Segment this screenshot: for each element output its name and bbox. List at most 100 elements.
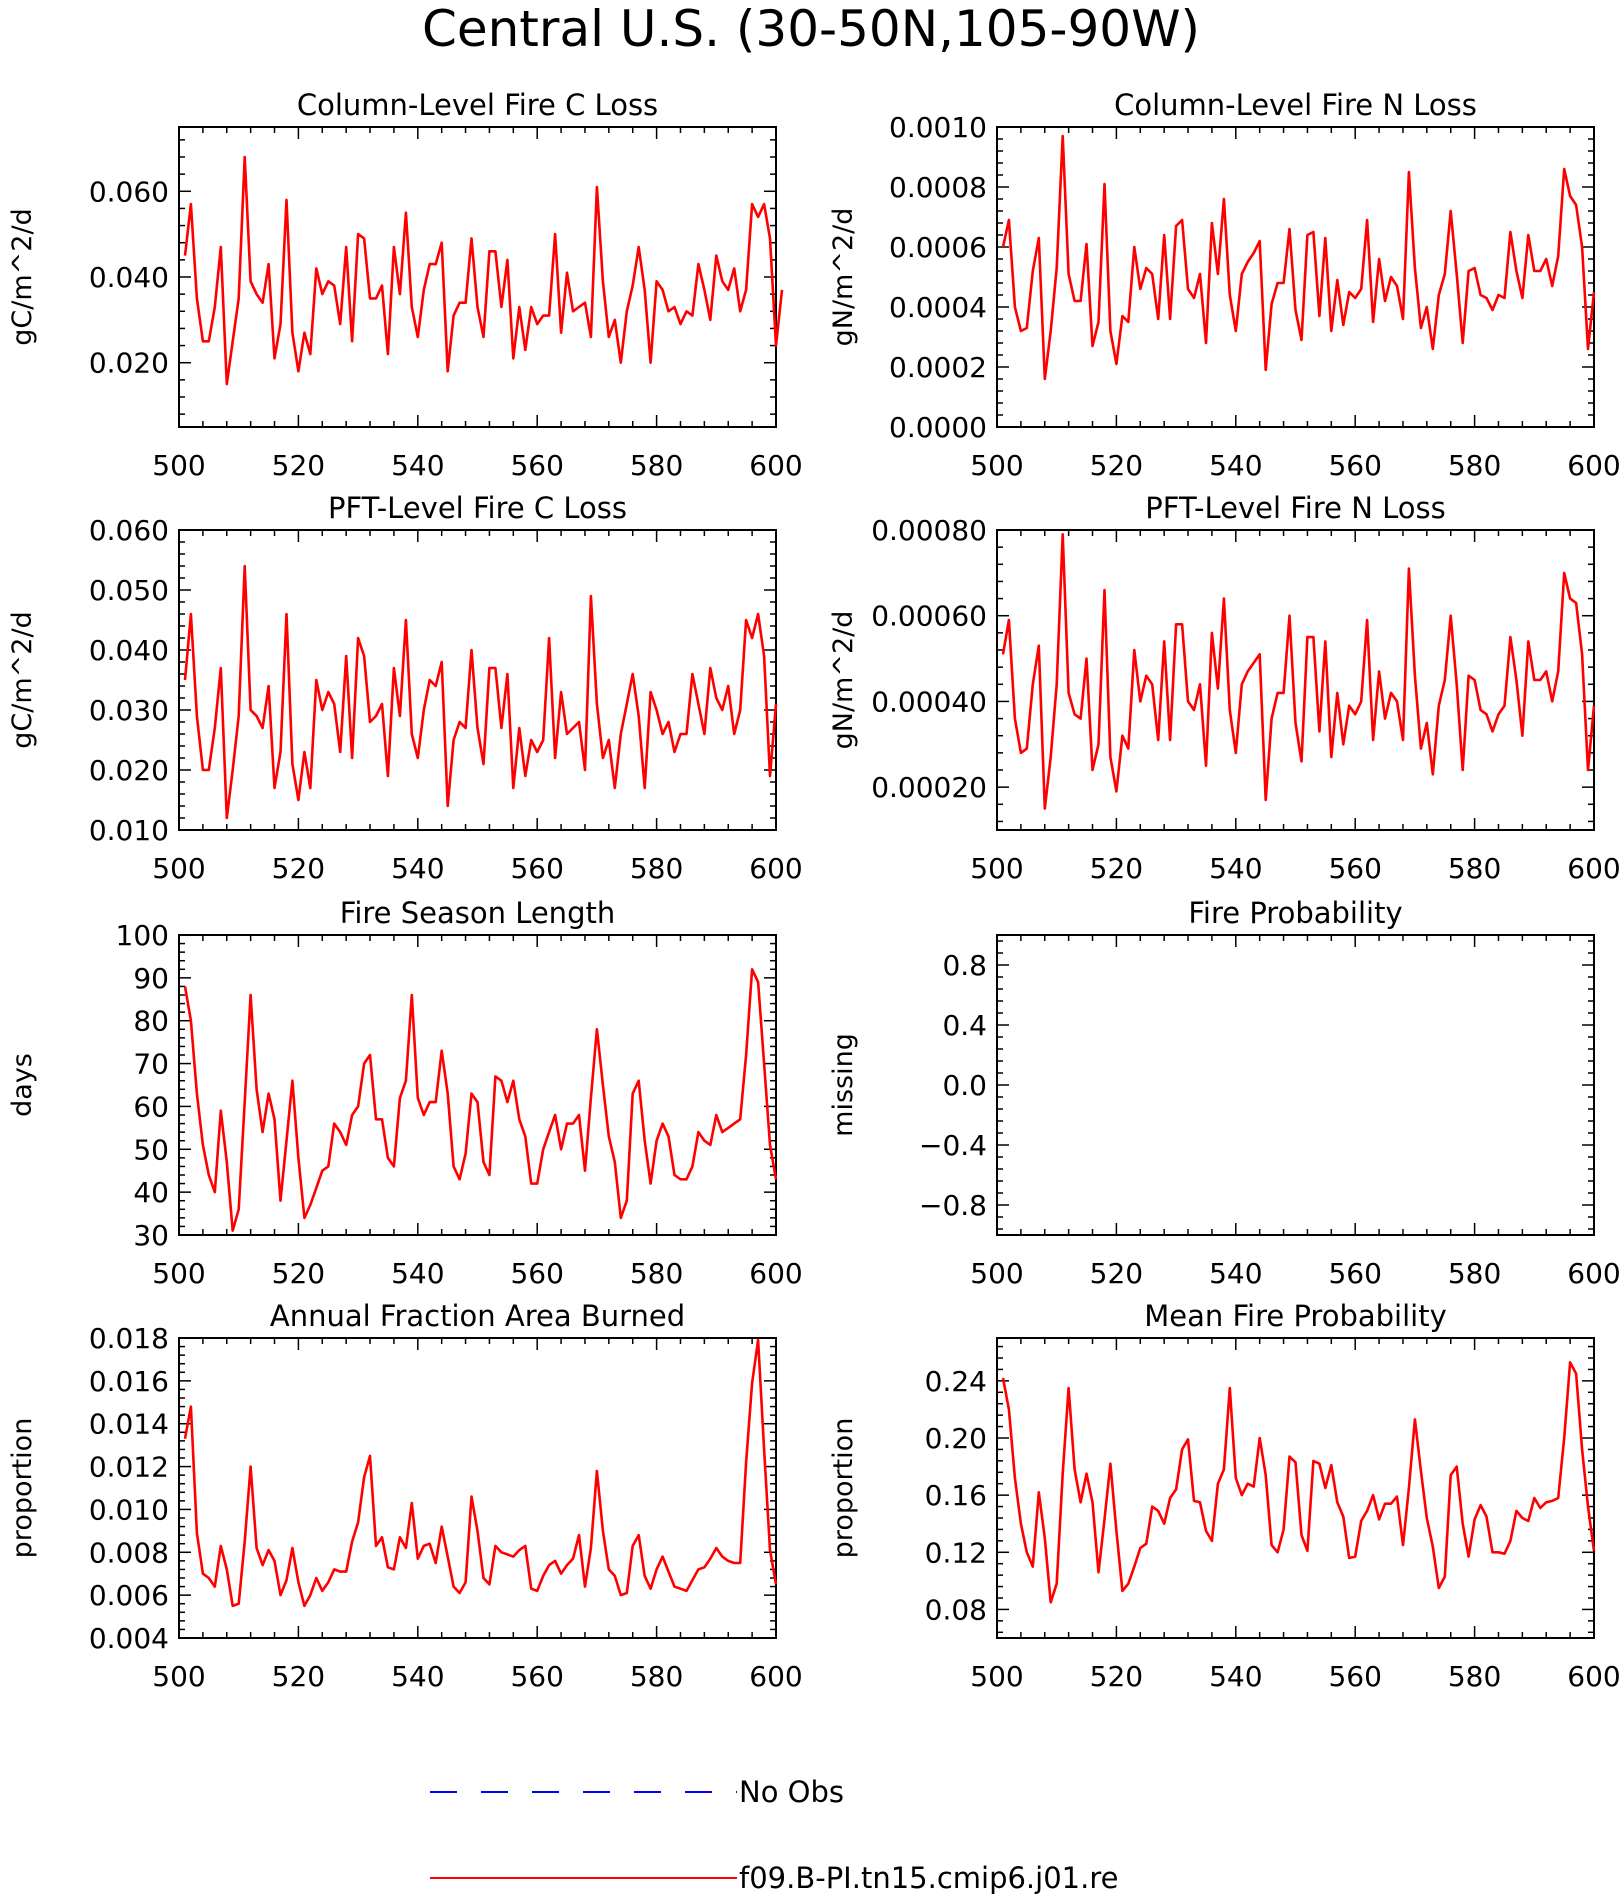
x-tick-label: 600 [1567, 449, 1620, 482]
y-tick-label: 0.0008 [889, 171, 987, 204]
y-tick-label: 0.020 [89, 754, 169, 787]
y-tick-label: 0.08 [925, 1593, 987, 1626]
x-tick-label: 500 [152, 1257, 205, 1290]
series-line [183, 155, 784, 386]
x-tick-label: 600 [749, 1257, 802, 1290]
y-tick-label: 0.0010 [889, 111, 987, 144]
plot-frame [996, 934, 1595, 1236]
y-tick-label: 0.00040 [871, 685, 987, 718]
panel-title: Column-Level Fire C Loss [297, 88, 658, 122]
legend: No Obs f09.B-PI.tn15.cmip6.j01.re [430, 1775, 1118, 1895]
x-tick-label: 560 [1328, 449, 1381, 482]
x-tick-label: 540 [391, 1660, 444, 1693]
y-tick-label: 40 [133, 1176, 169, 1209]
panel-title: PFT-Level Fire N Loss [1145, 491, 1445, 525]
y-tick-label: 0.014 [89, 1408, 169, 1441]
y-tick-label: 0.018 [89, 1322, 169, 1355]
x-tick-label: 560 [1328, 1257, 1381, 1290]
x-tick-label: 520 [1090, 449, 1143, 482]
y-axis-label: missing [828, 1033, 859, 1137]
x-tick-label: 580 [1448, 1660, 1501, 1693]
y-tick-label: 0.8 [942, 949, 987, 982]
x-tick-label: 500 [152, 852, 205, 885]
x-tick-label: 560 [510, 1660, 563, 1693]
series-line [183, 1338, 778, 1608]
x-tick-label: 600 [1567, 1660, 1620, 1693]
y-tick-label: 0.016 [89, 1365, 169, 1398]
x-tick-label: 500 [970, 1257, 1023, 1290]
x-tick-label: 500 [970, 1660, 1023, 1693]
y-tick-label: 0.0006 [889, 231, 987, 264]
x-tick-label: 560 [1328, 852, 1381, 885]
x-tick-label: 580 [1448, 1257, 1501, 1290]
plot-frame [996, 1337, 1595, 1639]
panel-5: Fire Season Length 500 520 540 560 580 600 30 40… [7, 896, 803, 1290]
y-tick-label: −0.8 [919, 1189, 987, 1222]
panel-2: Column-Level Fire N Loss 500 520 540 560 580 6… [828, 88, 1621, 482]
plot-frame [996, 126, 1595, 428]
y-tick-label: −0.4 [919, 1129, 987, 1162]
series-line [1001, 1361, 1596, 1604]
y-axis-label: gC/m^2/d [7, 208, 38, 345]
x-tick-label: 600 [749, 449, 802, 482]
x-tick-label: 520 [1090, 1660, 1143, 1693]
panel-3: PFT-Level Fire C Loss 500 520 540 560 580 600 0… [7, 491, 803, 885]
panel-4: PFT-Level Fire N Loss 500 520 540 560 580 600 0… [828, 491, 1621, 885]
x-tick-label: 520 [272, 852, 325, 885]
y-axis-label: proportion [7, 1418, 38, 1559]
panel-title: Fire Probability [1188, 896, 1402, 930]
y-tick-label: 0.0004 [889, 291, 987, 324]
x-tick-label: 600 [1567, 852, 1620, 885]
x-tick-label: 560 [510, 852, 563, 885]
figure-title: Central U.S. (30-50N,105-90W) [422, 0, 1200, 58]
x-tick-label: 520 [272, 1660, 325, 1693]
panel-7: Annual Fraction Area Burned 500 520 540 560 5… [7, 1299, 803, 1693]
panel-1: Column-Level Fire C Loss 500 520 540 560 580 6… [7, 88, 803, 482]
y-tick-label: 0.004 [89, 1622, 169, 1655]
x-tick-label: 560 [1328, 1660, 1381, 1693]
plot-frame [178, 934, 777, 1236]
x-tick-label: 580 [630, 852, 683, 885]
y-tick-label: 0.050 [89, 574, 169, 607]
x-tick-label: 600 [749, 1660, 802, 1693]
y-tick-label: 100 [116, 919, 169, 952]
y-tick-label: 0.00020 [871, 771, 987, 804]
y-tick-label: 0.060 [89, 175, 169, 208]
y-tick-label: 0.0000 [889, 411, 987, 444]
y-tick-label: 0.00080 [871, 514, 987, 547]
panel-title: Annual Fraction Area Burned [270, 1299, 685, 1333]
x-tick-label: 520 [1090, 1257, 1143, 1290]
panel-title: PFT-Level Fire C Loss [328, 491, 627, 525]
x-tick-label: 540 [391, 852, 444, 885]
y-tick-label: 70 [133, 1048, 169, 1081]
series-line [1001, 532, 1596, 810]
x-tick-label: 540 [1209, 449, 1262, 482]
x-tick-label: 540 [391, 1257, 444, 1290]
y-tick-label: 0.0002 [889, 351, 987, 384]
legend-label-model: f09.B-PI.tn15.cmip6.j01.re [739, 1861, 1118, 1895]
x-tick-label: 540 [1209, 852, 1262, 885]
y-tick-label: 0.20 [925, 1422, 987, 1455]
y-tick-label: 50 [133, 1133, 169, 1166]
x-tick-label: 580 [630, 1257, 683, 1290]
y-tick-label: 0.010 [89, 1493, 169, 1526]
plot-frame [996, 529, 1595, 831]
x-tick-label: 580 [1448, 449, 1501, 482]
panel-title: Fire Season Length [340, 896, 615, 930]
y-tick-label: 0.030 [89, 694, 169, 727]
x-tick-label: 540 [1209, 1660, 1262, 1693]
x-tick-label: 520 [272, 449, 325, 482]
y-tick-label: 0.006 [89, 1579, 169, 1612]
y-tick-label: 90 [133, 962, 169, 995]
panel-title: Column-Level Fire N Loss [1114, 88, 1477, 122]
y-axis-label: days [7, 1053, 38, 1117]
x-tick-label: 520 [272, 1257, 325, 1290]
y-axis-label: gN/m^2/d [828, 611, 859, 750]
panel-title: Mean Fire Probability [1144, 1299, 1447, 1333]
x-tick-label: 520 [1090, 852, 1143, 885]
x-tick-label: 500 [152, 1660, 205, 1693]
series-line [183, 967, 778, 1232]
y-tick-label: 0.16 [925, 1479, 987, 1512]
plot-frame [178, 529, 777, 831]
x-tick-label: 600 [749, 852, 802, 885]
